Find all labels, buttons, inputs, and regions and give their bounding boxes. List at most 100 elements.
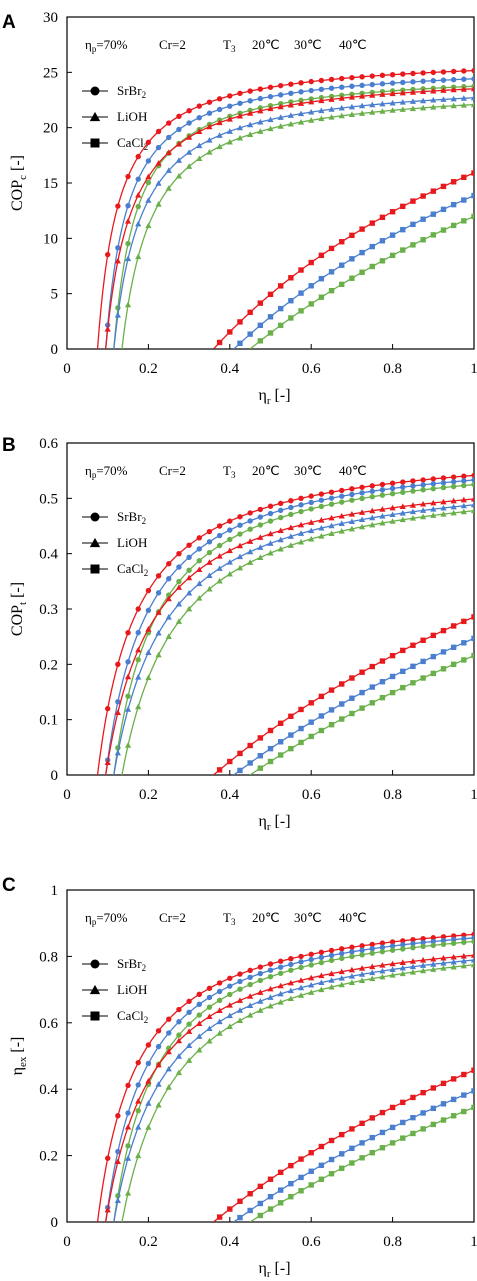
- data-point-cacl2-30: [308, 1168, 314, 1174]
- data-point-cacl2-40: [440, 227, 447, 233]
- data-point-cacl2-40: [318, 727, 325, 734]
- data-point-lioh-30: [226, 128, 233, 134]
- data-point-lioh-40: [440, 965, 447, 971]
- data-point-lioh-20: [440, 954, 447, 961]
- t3-annotation: T3: [223, 463, 236, 480]
- eta-p-annotation: ηp=70%: [85, 910, 128, 927]
- data-point-srbr2-20: [166, 1016, 172, 1022]
- data-point-srbr2-20: [328, 489, 335, 495]
- data-point-lioh-30: [399, 99, 406, 105]
- data-point-srbr2-20: [227, 518, 233, 524]
- legend-label: SrBr2: [117, 956, 146, 973]
- data-point-lioh-20: [185, 1028, 193, 1034]
- data-point-lioh-30: [155, 629, 162, 636]
- data-point-lioh-30: [257, 118, 264, 125]
- data-point-lioh-20: [348, 966, 356, 973]
- data-point-srbr2-30: [145, 1060, 152, 1067]
- data-point-srbr2-40: [440, 484, 447, 491]
- y-tick-label: 25: [43, 65, 58, 81]
- data-point-lioh-20: [389, 90, 396, 97]
- temp-40-label: 40℃: [339, 910, 367, 925]
- data-point-lioh-20: [318, 972, 325, 979]
- data-point-lioh-40: [369, 975, 376, 982]
- data-point-lioh-20: [358, 965, 366, 971]
- data-point-cacl2-30: [359, 1140, 365, 1146]
- data-point-lioh-30: [287, 987, 294, 994]
- data-point-lioh-30: [124, 255, 132, 262]
- data-point-srbr2-30: [166, 1030, 172, 1036]
- data-point-cacl2-30: [288, 732, 294, 738]
- data-point-lioh-20: [104, 1206, 111, 1213]
- data-point-srbr2-30: [135, 629, 141, 636]
- data-point-lioh-30: [318, 979, 325, 986]
- data-point-lioh-30: [185, 1042, 193, 1049]
- data-point-lioh-30: [196, 1033, 203, 1039]
- data-point-cacl2-40: [420, 237, 426, 243]
- data-point-srbr2-30: [471, 477, 474, 483]
- data-point-lioh-20: [124, 218, 132, 224]
- data-point-lioh-40: [257, 128, 264, 134]
- data-point-lioh-20: [155, 609, 162, 615]
- data-point-cacl2-30: [349, 256, 355, 262]
- data-point-srbr2-40: [135, 203, 141, 210]
- data-point-cacl2-20: [227, 1206, 233, 1212]
- data-point-lioh-20: [399, 89, 406, 96]
- data-point-lioh-30: [338, 520, 345, 526]
- data-point-cacl2-30: [369, 684, 375, 690]
- data-point-cacl2-30: [277, 739, 284, 745]
- data-point-srbr2-20: [339, 75, 345, 82]
- data-point-srbr2-20: [115, 1113, 121, 1119]
- data-point-srbr2-30: [450, 936, 457, 943]
- data-point-cacl2-40: [328, 287, 335, 294]
- y-tick-label: 0.1: [39, 713, 58, 729]
- data-point-cacl2-20: [461, 1071, 467, 1078]
- data-point-lioh-40: [470, 961, 474, 968]
- data-point-cacl2-30: [389, 232, 396, 238]
- data-point-srbr2-30: [328, 495, 335, 501]
- data-point-cacl2-20: [247, 742, 253, 749]
- data-point-srbr2-40: [227, 536, 233, 543]
- data-point-srbr2-20: [328, 947, 335, 954]
- data-point-lioh-30: [409, 963, 417, 970]
- y-tick-label: 0.4: [39, 1082, 58, 1098]
- data-point-srbr2-30: [115, 245, 121, 251]
- data-point-lioh-20: [460, 953, 467, 959]
- data-point-lioh-40: [297, 118, 305, 125]
- data-point-cacl2-40: [267, 330, 274, 336]
- data-point-srbr2-30: [410, 483, 416, 489]
- data-point-srbr2-20: [125, 173, 131, 180]
- data-point-cacl2-20: [400, 1099, 406, 1106]
- temp-30-label: 30℃: [294, 910, 322, 925]
- data-point-lioh-20: [257, 534, 264, 540]
- data-point-lioh-40: [185, 1057, 193, 1063]
- data-point-cacl2-30: [298, 725, 304, 732]
- data-point-cacl2-20: [461, 618, 467, 625]
- data-point-lioh-30: [206, 1025, 213, 1032]
- data-point-cacl2-30: [400, 1119, 406, 1126]
- data-point-cacl2-40: [359, 705, 365, 711]
- data-point-cacl2-20: [450, 623, 457, 629]
- data-point-cacl2-30: [389, 1124, 396, 1131]
- data-point-lioh-30: [308, 108, 315, 115]
- data-point-lioh-40: [277, 545, 284, 552]
- data-point-cacl2-30: [450, 1096, 457, 1103]
- data-point-lioh-20: [379, 506, 386, 512]
- data-point-lioh-40: [358, 977, 366, 983]
- data-point-lioh-40: [145, 674, 152, 681]
- data-point-lioh-40: [379, 108, 386, 114]
- data-point-cacl2-30: [379, 679, 386, 685]
- data-point-lioh-20: [135, 1098, 142, 1104]
- data-point-lioh-20: [216, 119, 223, 126]
- data-point-srbr2-20: [298, 495, 304, 502]
- data-point-lioh-40: [135, 253, 142, 260]
- data-point-lioh-40: [308, 989, 315, 995]
- x-tick-label: 0: [63, 361, 71, 377]
- data-point-srbr2-40: [298, 964, 304, 971]
- temp-40-label: 40℃: [339, 37, 367, 52]
- data-point-srbr2-30: [308, 87, 314, 94]
- y-tick-label: 0: [51, 342, 59, 358]
- data-point-srbr2-20: [379, 481, 386, 488]
- data-point-lioh-40: [318, 533, 325, 539]
- data-point-lioh-30: [389, 511, 396, 518]
